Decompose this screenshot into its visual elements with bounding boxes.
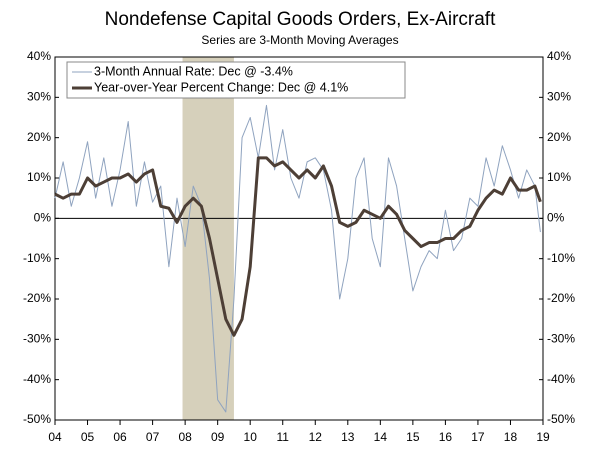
x-tick-label: 18 (504, 430, 518, 444)
y2-tick-label: -20% (547, 291, 575, 305)
y2-tick-label: -50% (547, 412, 575, 426)
y2-tick-label: 0% (547, 211, 565, 225)
x-tick-label: 19 (536, 430, 550, 444)
y2-tick-label: -40% (547, 372, 575, 386)
x-tick-label: 14 (374, 430, 388, 444)
x-tick-label: 05 (81, 430, 95, 444)
legend-box (66, 61, 406, 99)
y2-tick-label: -10% (547, 251, 575, 265)
y-tick-label: 10% (27, 170, 51, 184)
legend-label: 3-Month Annual Rate: Dec @ -3.4% (94, 64, 293, 78)
y2-tick-label: 10% (547, 170, 571, 184)
y2-tick-label: 20% (547, 130, 571, 144)
y-tick-label: -10% (23, 251, 51, 265)
x-tick-label: 08 (178, 430, 192, 444)
y2-tick-label: 40% (547, 49, 571, 63)
x-tick-label: 07 (146, 430, 160, 444)
x-tick-label: 04 (48, 430, 62, 444)
y-tick-label: -40% (23, 372, 51, 386)
series-line (54, 156, 542, 337)
x-tick-label: 15 (406, 430, 420, 444)
legend-label: Year-over-Year Percent Change: Dec @ 4.1… (94, 80, 348, 94)
x-tick-label: 11 (276, 430, 289, 444)
y-tick-label: -20% (23, 291, 51, 305)
y-tick-label: 40% (27, 49, 51, 63)
x-tick-label: 09 (211, 430, 225, 444)
y2-tick-label: 30% (547, 90, 571, 104)
x-tick-label: 06 (113, 430, 127, 444)
x-tick-label: 13 (341, 430, 355, 444)
y-tick-label: 30% (27, 90, 51, 104)
x-tick-label: 10 (244, 430, 258, 444)
plot-frame (54, 56, 544, 421)
series-line (54, 104, 541, 413)
y-tick-label: 0% (34, 211, 52, 225)
x-tick-label: 12 (309, 430, 323, 444)
chart-subtitle: Series are 3-Month Moving Averages (201, 33, 398, 47)
y2-tick-label: -30% (547, 332, 575, 346)
x-tick-label: 17 (471, 430, 485, 444)
chart-title: Nondefense Capital Goods Orders, Ex-Airc… (105, 9, 496, 30)
y-tick-label: -30% (23, 332, 51, 346)
y-tick-label: -50% (23, 412, 51, 426)
y-tick-label: 20% (27, 130, 51, 144)
x-tick-label: 16 (439, 430, 453, 444)
